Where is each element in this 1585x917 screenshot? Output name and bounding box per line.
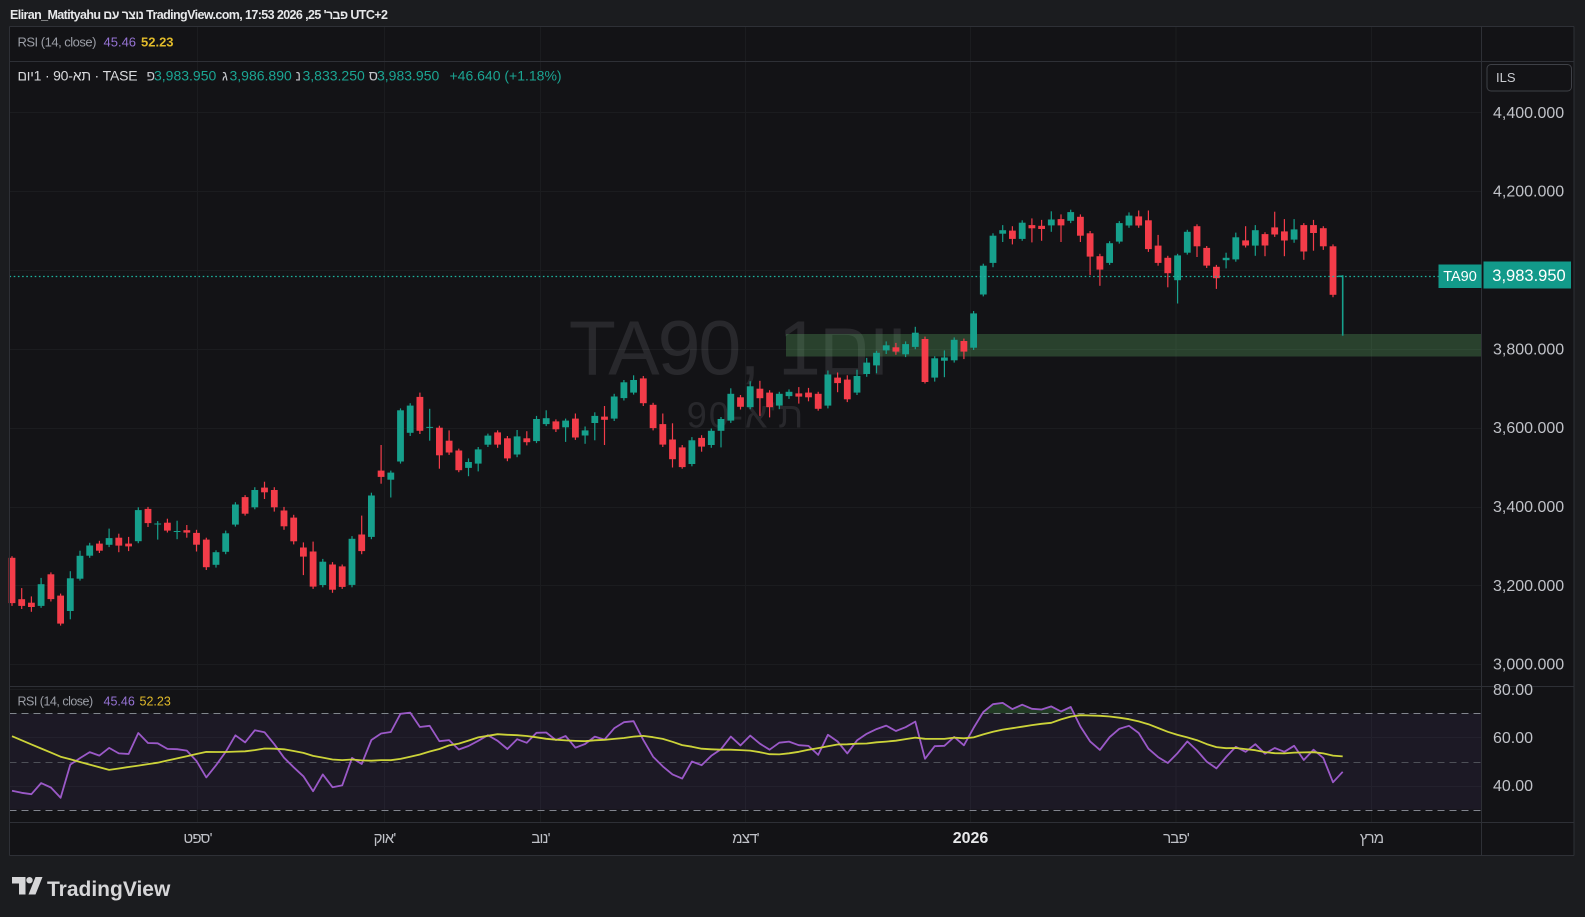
svg-text:ס: ס xyxy=(369,68,378,84)
svg-text:TradingView: TradingView xyxy=(47,878,171,901)
svg-text:3,200.000: 3,200.000 xyxy=(1493,578,1564,595)
svg-text:52.23: 52.23 xyxy=(140,695,171,709)
svg-text:רבפ': רבפ' xyxy=(1163,830,1190,847)
svg-text:+46.640 (+1.18%): +46.640 (+1.18%) xyxy=(450,68,562,84)
svg-text:40.00: 40.00 xyxy=(1493,778,1533,795)
svg-text:90-א'ת: 90-א'ת xyxy=(687,395,805,436)
svg-text:3,400.000: 3,400.000 xyxy=(1493,499,1564,516)
svg-text:פ: פ xyxy=(147,68,156,84)
svg-text:3,983.950: 3,983.950 xyxy=(377,68,439,84)
svg-text:3,986.890: 3,986.890 xyxy=(230,68,292,84)
svg-text:RSI (14, close): RSI (14, close) xyxy=(18,35,97,50)
svg-text:45.46: 45.46 xyxy=(104,695,135,709)
svg-text:RSI (14, close): RSI (14, close) xyxy=(18,695,94,709)
svg-text:TA90: TA90 xyxy=(1443,269,1477,285)
svg-text:מצד': מצד' xyxy=(732,830,759,847)
svg-text:3,600.000: 3,600.000 xyxy=(1493,420,1564,437)
svg-text:3,833.250: 3,833.250 xyxy=(303,68,365,84)
svg-text:80.00: 80.00 xyxy=(1493,682,1533,699)
svg-text:3,983.950: 3,983.950 xyxy=(154,68,216,84)
svg-text:3,000.000: 3,000.000 xyxy=(1493,657,1564,674)
svg-text:60.00: 60.00 xyxy=(1493,730,1533,747)
svg-text:45.46: 45.46 xyxy=(104,35,137,50)
svg-text:4,200.000: 4,200.000 xyxy=(1493,184,1564,201)
svg-text:52.23: 52.23 xyxy=(141,35,174,50)
svg-text:בונ': בונ' xyxy=(531,830,550,847)
svg-text:ג: ג xyxy=(222,68,228,84)
svg-text:TA90, 1םוי: TA90, 1םוי xyxy=(569,306,905,392)
svg-text:טפס': טפס' xyxy=(183,830,212,847)
svg-text:קוא': קוא' xyxy=(374,830,397,847)
svg-text:םוי1 · 90-את · TASE: םוי1 · 90-את · TASE xyxy=(18,68,138,84)
svg-text:3,983.950: 3,983.950 xyxy=(1492,267,1565,285)
svg-text:4,400.000: 4,400.000 xyxy=(1493,105,1564,122)
svg-text:נ: נ xyxy=(296,68,301,84)
svg-text:3,800.000: 3,800.000 xyxy=(1493,341,1564,358)
svg-text:ץרמ: ץרמ xyxy=(1360,830,1384,847)
svg-text:Eliran_Matityahu םע רצונ Tradi: Eliran_Matityahu םע רצונ TradingView.com… xyxy=(10,8,388,22)
svg-text:ILS: ILS xyxy=(1496,70,1516,85)
svg-text:2026: 2026 xyxy=(953,830,989,847)
